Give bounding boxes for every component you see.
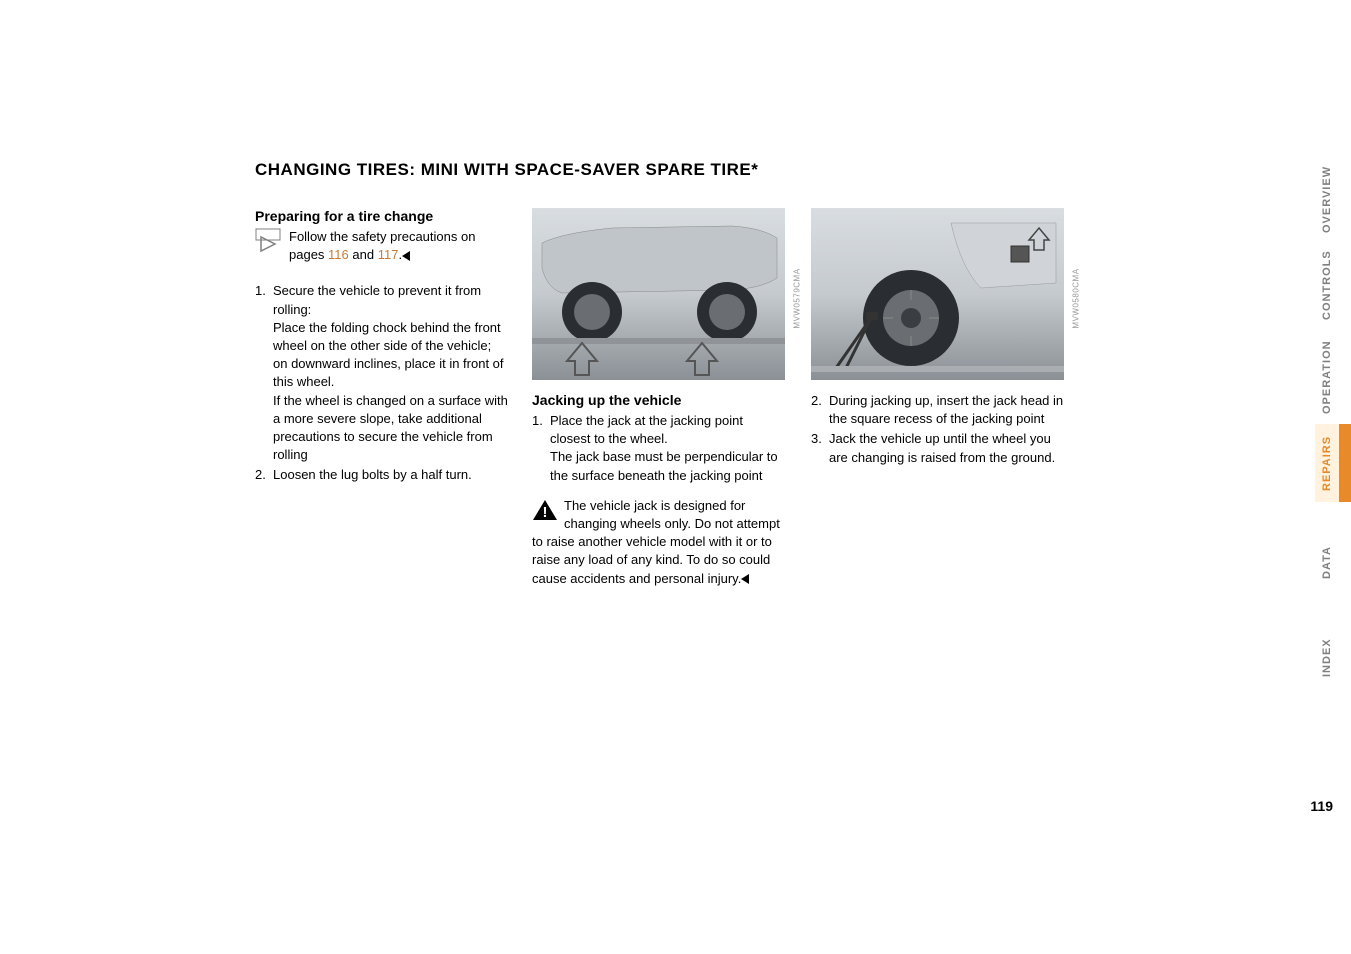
column-1: Preparing for a tire change Follow the s… [255, 208, 508, 588]
col3-item-2: 2. During jacking up, insert the jack he… [811, 392, 1064, 428]
list-content: Place the jack at the jacking point clos… [550, 412, 787, 485]
vehicle-side-image: MVW0579CMA [532, 208, 785, 380]
list-content: Secure the vehicle to prevent it from ro… [273, 282, 508, 464]
tab-index[interactable]: INDEX [1315, 624, 1351, 692]
info-and: and [349, 247, 378, 262]
content-columns: Preparing for a tire change Follow the s… [255, 208, 1070, 588]
list-text: Loosen the lug bolts by a half turn. [273, 466, 508, 484]
list-number: 1. [255, 282, 273, 464]
list-text: Jack the vehicle up until the wheel you … [829, 430, 1064, 466]
jacking-illustration [811, 208, 1064, 380]
page-title: CHANGING TIRES: MINI WITH SPACE-SAVER SP… [255, 160, 1070, 180]
page-number: 119 [1310, 798, 1333, 814]
column-3: MVW0580CMA 2. During jacking up, insert … [811, 208, 1064, 588]
car-chock-illustration [532, 208, 785, 380]
col2-heading: Jacking up the vehicle [532, 392, 787, 408]
info-callout: Follow the safety precautions on pages 1… [255, 228, 508, 264]
image-code: MVW0580CMA [1072, 268, 1081, 328]
page-link-117[interactable]: 117 [378, 247, 399, 262]
jack-point-image: MVW0580CMA [811, 208, 1064, 380]
tab-operation[interactable]: OPERATION [1315, 330, 1351, 424]
list-sub: Place the folding chock behind the front… [273, 320, 504, 390]
svg-text:!: ! [543, 504, 548, 521]
list-sub: The jack base must be perpendicular to t… [550, 449, 778, 482]
column-2: MVW0579CMA Jacking up the vehicle 1. Pla… [532, 208, 787, 588]
list-number: 3. [811, 430, 829, 466]
info-arrow-icon [255, 228, 281, 259]
tab-controls[interactable]: CONTROLS [1315, 240, 1351, 330]
list-number: 2. [811, 392, 829, 428]
page-link-116[interactable]: 116 [328, 247, 349, 262]
tab-repairs[interactable]: REPAIRS [1315, 424, 1351, 502]
end-marker-icon [741, 574, 749, 584]
page-content: CHANGING TIRES: MINI WITH SPACE-SAVER SP… [0, 0, 1070, 588]
list-number: 2. [255, 466, 273, 484]
list-number: 1. [532, 412, 550, 485]
warning-triangle-icon: ! [532, 499, 558, 526]
info-text: Follow the safety precautions on pages 1… [289, 228, 508, 264]
tab-overview[interactable]: OVERVIEW [1315, 158, 1351, 240]
col3-item-3: 3. Jack the vehicle up until the wheel y… [811, 430, 1064, 466]
section-tabs: OVERVIEW CONTROLS OPERATION REPAIRS DATA… [1315, 158, 1351, 692]
list-text: Place the jack at the jacking point clos… [550, 413, 743, 446]
tab-data[interactable]: DATA [1315, 532, 1351, 594]
list-text: Secure the vehicle to prevent it from ro… [273, 283, 481, 316]
end-marker-icon [402, 251, 410, 261]
list-sub2: If the wheel is changed on a surface wit… [273, 393, 508, 463]
col1-heading: Preparing for a tire change [255, 208, 508, 224]
image-code: MVW0579CMA [793, 268, 802, 328]
warning-text: The vehicle jack is designed for changin… [532, 498, 780, 586]
col1-item-2: 2. Loosen the lug bolts by a half turn. [255, 466, 508, 484]
list-text: During jacking up, insert the jack head … [829, 392, 1064, 428]
col1-item-1: 1. Secure the vehicle to prevent it from… [255, 282, 508, 464]
col2-item-1: 1. Place the jack at the jacking point c… [532, 412, 787, 485]
warning-callout: ! The vehicle jack is designed for chang… [532, 497, 787, 588]
